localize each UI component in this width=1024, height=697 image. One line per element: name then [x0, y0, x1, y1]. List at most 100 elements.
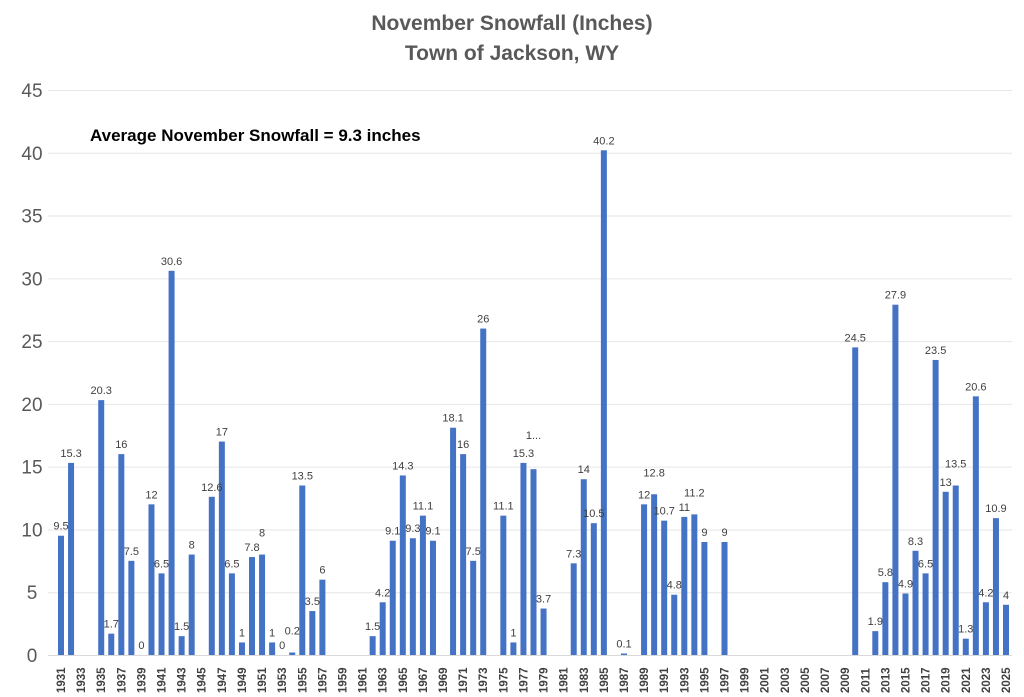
bar-1965 — [399, 475, 406, 655]
bar-1967 — [419, 515, 426, 655]
bar-1982 — [570, 563, 577, 655]
y-tick-label: 5 — [27, 583, 38, 604]
data-label-1943: 1.5 — [174, 621, 189, 633]
x-tick-label: 1977 — [518, 667, 530, 693]
data-label-1956: 3.5 — [305, 596, 320, 608]
data-label-1954: 0.2 — [285, 625, 300, 637]
data-label-1985: 40.2 — [593, 135, 614, 147]
bar-2017 — [922, 573, 929, 655]
data-label-1971: 16 — [457, 439, 469, 451]
data-label-2024: 10.9 — [985, 503, 1006, 515]
data-label-1951: 8 — [259, 528, 265, 540]
data-label-2016: 8.3 — [908, 536, 923, 548]
data-label-1983: 14 — [578, 464, 590, 476]
data-label-1987: 0.1 — [616, 639, 631, 651]
data-label-1965: 14.3 — [392, 460, 413, 472]
bar-1935 — [98, 400, 105, 655]
data-label-1953: 0 — [279, 640, 285, 652]
x-tick-label: 2003 — [780, 667, 792, 693]
bar-1995 — [701, 542, 708, 655]
data-label-2010: 24.5 — [844, 332, 865, 344]
data-label-2022: 20.6 — [965, 381, 986, 393]
bar-1962 — [369, 636, 376, 655]
data-label-1936: 1.7 — [104, 619, 119, 631]
y-tick-label: 40 — [21, 144, 42, 165]
y-tick-label: 10 — [21, 520, 42, 541]
data-label-1977: 15.3 — [513, 448, 534, 460]
bar-2025 — [1003, 604, 1009, 655]
x-tick-label: 1991 — [659, 667, 671, 693]
bar-1975 — [500, 515, 507, 655]
bar-1992 — [671, 594, 678, 655]
y-axis-ticks: 0 5 10 15 20 25 30 35 40 45 — [21, 81, 42, 667]
x-tick-label: 1931 — [56, 667, 68, 693]
x-tick-label: 1949 — [237, 667, 249, 693]
bar-1948 — [228, 573, 235, 655]
y-tick-label: 45 — [21, 81, 42, 102]
x-tick-label: 2007 — [820, 667, 832, 693]
bar-1932 — [68, 462, 75, 655]
bar-1963 — [379, 602, 386, 655]
data-label-1968: 9.1 — [425, 526, 440, 538]
x-tick-label: 1939 — [136, 667, 148, 693]
data-label-2014: 27.9 — [885, 290, 906, 302]
x-tick-label: 1955 — [297, 667, 309, 693]
data-label-2025: 4 — [1003, 590, 1009, 602]
bar-1977 — [520, 462, 527, 655]
bar-1943 — [178, 636, 185, 655]
bar-2010 — [852, 347, 859, 655]
x-tick-label: 1935 — [96, 667, 108, 693]
bar-1968 — [429, 540, 436, 655]
x-tick-label: 1963 — [378, 667, 390, 693]
data-label-1991: 10.7 — [653, 506, 674, 518]
y-tick-label: 35 — [21, 207, 42, 228]
gridlines — [48, 90, 1012, 594]
y-tick-label: 25 — [21, 332, 42, 353]
data-label-1989: 12 — [638, 489, 650, 501]
data-label-1938: 7.5 — [124, 546, 139, 558]
x-tick-label: 1989 — [639, 667, 651, 693]
x-tick-label: 1967 — [418, 667, 430, 693]
bar-1971 — [460, 454, 467, 655]
x-tick-label: 1971 — [458, 667, 470, 693]
data-label-1964: 9.1 — [385, 526, 400, 538]
data-label-1967: 11.1 — [413, 501, 434, 513]
data-label-2017: 6.5 — [918, 558, 933, 570]
bar-1993 — [681, 516, 688, 655]
data-label-1937: 16 — [115, 439, 127, 451]
data-label-1931: 9.5 — [53, 521, 68, 533]
x-tick-label: 1981 — [559, 667, 571, 693]
data-label-1995: 9 — [701, 527, 707, 539]
y-tick-label: 20 — [21, 395, 42, 416]
data-label-1973: 26 — [477, 314, 489, 326]
x-tick-label: 2009 — [840, 667, 852, 693]
bar-1938 — [128, 560, 135, 655]
data-label-1947: 17 — [216, 427, 228, 439]
x-tick-label: 2019 — [941, 667, 953, 693]
bar-1949 — [238, 642, 245, 655]
data-label-2019: 13 — [940, 477, 952, 489]
data-label-2013: 5.8 — [878, 567, 893, 579]
data-label-1940: 12 — [145, 489, 157, 501]
data-label-1975: 11.1 — [493, 501, 514, 513]
data-label-1972: 7.5 — [466, 546, 481, 558]
bar-1976 — [510, 642, 517, 655]
bar-2023 — [982, 602, 989, 655]
data-label-1970: 18.1 — [442, 413, 463, 425]
bar-1990 — [651, 494, 658, 655]
bar-1973 — [480, 328, 487, 655]
data-label-1950: 7.8 — [244, 542, 259, 554]
x-tick-label: 1937 — [116, 667, 128, 693]
bar-1941 — [158, 573, 165, 655]
bar-1985 — [600, 150, 607, 655]
bar-1970 — [450, 427, 457, 655]
data-label-1994: 11.2 — [684, 487, 705, 499]
bar-2016 — [912, 550, 919, 655]
x-tick-label: 2025 — [1001, 667, 1013, 693]
bar-1951 — [259, 554, 266, 655]
bar-2012 — [872, 631, 879, 655]
data-label-2012: 1.9 — [868, 616, 883, 628]
bar-1989 — [641, 504, 648, 655]
bar-2015 — [902, 593, 909, 655]
